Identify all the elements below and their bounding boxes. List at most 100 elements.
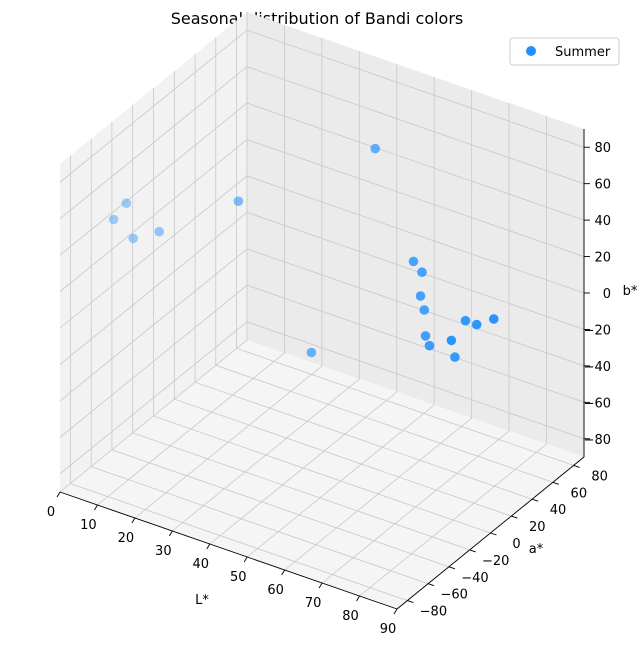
- grid-line-x: [209, 64, 398, 545]
- y-tick: [531, 498, 539, 502]
- y-tick: [552, 481, 559, 485]
- y-tick: [407, 600, 414, 603]
- z-tick-label: −20: [584, 323, 611, 338]
- tick-labels: 0102030405060708090−80−60−40−20020406080…: [47, 141, 611, 637]
- y-tick-label: −60: [440, 588, 467, 603]
- y-tick-label: −80: [420, 605, 447, 620]
- y-tick-label: 0: [512, 537, 520, 552]
- grid-line-y: [70, 155, 408, 601]
- grid-line-z: [59, 284, 585, 438]
- x-axis-line: [59, 491, 398, 610]
- x-tick-label: 40: [193, 557, 210, 572]
- data-point: [471, 319, 482, 330]
- y-tick-label: 80: [591, 469, 608, 484]
- x-tick: [94, 504, 98, 511]
- grid-line-x: [359, 116, 547, 597]
- y-tick: [448, 566, 456, 570]
- y-tick-label: 20: [529, 520, 546, 535]
- x-tick-label: 20: [118, 531, 135, 546]
- z-tick-label: 40: [594, 214, 611, 229]
- x-tick-label: 0: [47, 505, 55, 520]
- y-tick-label: −40: [461, 571, 488, 586]
- grid-line-z: [59, 175, 585, 329]
- y-tick: [490, 532, 497, 536]
- grid-line-z: [59, 139, 585, 292]
- grid-line-z: [59, 66, 585, 220]
- grid-line-x: [284, 90, 473, 571]
- y-tick-label: 40: [550, 503, 567, 518]
- chart-title: Seasonal distribution of Bandi colors: [171, 9, 464, 28]
- y-tick-label: 60: [571, 486, 588, 501]
- x-tick-label: 30: [155, 544, 172, 559]
- grid-line-y: [153, 88, 491, 534]
- x-tick: [206, 543, 211, 550]
- grid-line-x: [134, 38, 323, 519]
- data-point: [233, 196, 244, 206]
- z-tick-label: −60: [584, 396, 611, 411]
- grid-line-z: [59, 248, 585, 402]
- x-tick-label: 80: [342, 609, 359, 624]
- data-point: [450, 352, 460, 362]
- z-tick-label: 60: [594, 178, 611, 193]
- data-point: [424, 340, 435, 351]
- x-tick: [356, 595, 360, 602]
- data-point: [417, 267, 427, 278]
- legend-marker-summer: [526, 46, 536, 56]
- grid-line-x: [246, 77, 435, 558]
- grid-line-y: [132, 104, 470, 551]
- x-tick: [393, 608, 398, 615]
- data-point: [154, 226, 164, 237]
- z-axis-label: b*: [623, 284, 638, 299]
- y-axis-label: a*: [529, 542, 544, 557]
- x-tick: [168, 530, 173, 537]
- data-point: [489, 314, 499, 324]
- grid-line-y: [215, 37, 553, 483]
- z-tick-label: −80: [584, 433, 611, 448]
- data-point: [446, 335, 457, 346]
- grid-line-y: [236, 20, 574, 466]
- data-point: [306, 347, 317, 358]
- x-tick: [243, 556, 248, 563]
- grid-line-z: [59, 102, 585, 256]
- data-point: [415, 291, 426, 301]
- grid-line-z: [59, 29, 585, 183]
- x-tick: [56, 491, 61, 498]
- grid-line-x: [172, 51, 360, 532]
- grid-line-y: [90, 138, 429, 585]
- legend-label-summer: Summer: [555, 45, 611, 60]
- grid-line-y: [194, 54, 533, 500]
- legend: Summer: [509, 37, 620, 66]
- grid-line-y: [111, 121, 450, 568]
- y-tick: [511, 515, 518, 519]
- z-tick-label: −40: [584, 360, 611, 375]
- legend-box: [509, 37, 620, 66]
- y-tick: [573, 465, 580, 468]
- data-point: [460, 315, 471, 326]
- x-tick-label: 90: [380, 622, 397, 637]
- y-tick: [428, 583, 435, 587]
- x-tick: [281, 569, 286, 576]
- grid-line-x: [59, 12, 248, 493]
- data-point: [370, 143, 381, 154]
- x-tick-label: 50: [230, 570, 247, 585]
- data-points: [108, 143, 499, 362]
- grid-line-x: [97, 25, 285, 506]
- grid-line-x: [321, 103, 510, 584]
- data-point: [419, 305, 430, 315]
- data-point: [408, 256, 419, 267]
- data-point: [128, 233, 138, 244]
- z-tick-label: 0: [603, 287, 611, 302]
- grid-line-y: [173, 71, 512, 517]
- y-tick: [469, 549, 476, 553]
- data-point: [121, 198, 132, 208]
- z-tick-label: 20: [594, 251, 611, 266]
- grid-line-z: [59, 211, 585, 365]
- x-tick-label: 70: [305, 596, 322, 611]
- x-tick: [318, 582, 323, 589]
- x-tick: [131, 517, 136, 524]
- data-point: [108, 214, 119, 225]
- x-tick-label: 60: [267, 583, 284, 598]
- x-tick-label: 10: [80, 518, 97, 533]
